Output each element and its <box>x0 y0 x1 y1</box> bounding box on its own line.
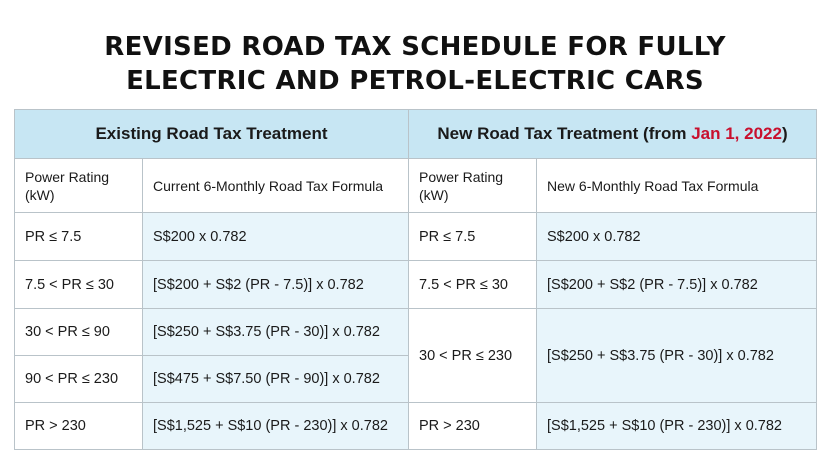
new-power-rating-col: Power Rating (kW) <box>408 158 538 213</box>
table-row: PR > 230 [S$1,525 + S$10 (PR - 230)] x 0… <box>14 402 818 450</box>
table-row: 7.5 < PR ≤ 30 [S$200 + S$2 (PR - 7.5)] x… <box>14 260 818 309</box>
table-row: PR ≤ 7.5 S$200 x 0.782 PR ≤ 7.5 S$200 x … <box>14 212 818 261</box>
existing-pr: 90 < PR ≤ 230 <box>14 355 143 403</box>
existing-pr: PR > 230 <box>14 402 143 450</box>
existing-formula: [S$1,525 + S$10 (PR - 230)] x 0.782 <box>141 402 410 450</box>
new-treatment-header: New Road Tax Treatment (from Jan 1, 2022… <box>408 109 818 159</box>
new-header-prefix: New Road Tax Treatment (from <box>437 124 692 143</box>
existing-formula: S$200 x 0.782 <box>141 212 410 261</box>
new-pr: 7.5 < PR ≤ 30 <box>408 260 538 309</box>
table-row: 30 < PR ≤ 90 [S$250 + S$3.75 (PR - 30)] … <box>14 308 818 403</box>
new-pr: PR ≤ 7.5 <box>408 212 538 261</box>
new-formula-col: New 6-Monthly Road Tax Formula <box>536 158 818 213</box>
existing-treatment-header: Existing Road Tax Treatment <box>13 109 410 159</box>
table-row: 90 < PR ≤ 230 [S$475 + S$7.50 (PR - 90)]… <box>14 355 817 403</box>
existing-formula: [S$250 + S$3.75 (PR - 30)] x 0.782 <box>141 308 410 356</box>
existing-formula: [S$200 + S$2 (PR - 7.5)] x 0.782 <box>141 260 410 309</box>
new-header-suffix: ) <box>781 124 788 143</box>
existing-pr: 30 < PR ≤ 90 <box>14 308 143 356</box>
current-formula-col: Current 6-Monthly Road Tax Formula <box>141 158 410 213</box>
new-formula: [S$200 + S$2 (PR - 7.5)] x 0.782 <box>536 260 818 309</box>
new-header-date: Jan 1, 2022 <box>691 124 782 143</box>
new-formula-merged: [S$250 + S$3.75 (PR - 30)] x 0.782 <box>536 308 818 403</box>
new-formula: [S$1,525 + S$10 (PR - 230)] x 0.782 <box>536 402 818 450</box>
table-header-row: Existing Road Tax Treatment New Road Tax… <box>13 109 818 159</box>
title-line-1: REVISED ROAD TAX SCHEDULE FOR FULLY <box>104 32 726 62</box>
new-pr-merged: 30 < PR ≤ 230 <box>408 308 538 403</box>
column-header-row: Power Rating (kW) Current 6-Monthly Road… <box>14 158 818 213</box>
existing-pr: PR ≤ 7.5 <box>14 212 143 261</box>
new-pr: PR > 230 <box>408 402 538 450</box>
page-title: REVISED ROAD TAX SCHEDULE FOR FULLY ELEC… <box>0 30 830 98</box>
title-line-2: ELECTRIC AND PETROL-ELECTRIC CARS <box>126 66 704 96</box>
new-formula: S$200 x 0.782 <box>536 212 818 261</box>
existing-formula: [S$475 + S$7.50 (PR - 90)] x 0.782 <box>141 355 410 403</box>
road-tax-table: Existing Road Tax Treatment New Road Tax… <box>13 109 818 450</box>
existing-power-rating-col: Power Rating (kW) <box>14 158 143 213</box>
existing-pr: 7.5 < PR ≤ 30 <box>14 260 143 309</box>
